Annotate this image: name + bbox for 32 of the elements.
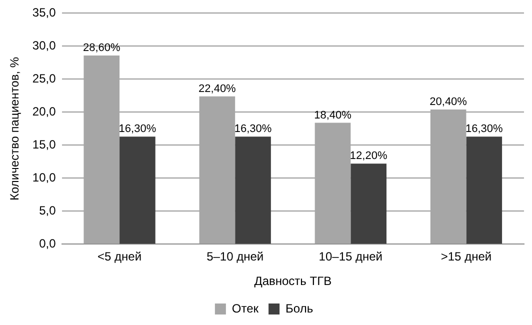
data-label: 16,30% bbox=[234, 123, 272, 136]
bar bbox=[314, 122, 351, 244]
data-label: 22,40% bbox=[198, 82, 236, 95]
y-tick-label: 5,0 bbox=[39, 204, 56, 218]
bar bbox=[430, 110, 466, 244]
legend-label: Боль bbox=[286, 301, 314, 316]
bar bbox=[84, 55, 120, 244]
data-label: 16,30% bbox=[118, 123, 156, 136]
data-label: 20,40% bbox=[430, 96, 468, 108]
x-axis-title: Давность ТГВ bbox=[254, 274, 332, 288]
x-tick-label: 5–10 дней bbox=[206, 250, 264, 264]
bar bbox=[350, 164, 386, 244]
x-tick-label: >15 дней bbox=[440, 250, 492, 264]
y-tick-label: 10,0 bbox=[32, 170, 56, 185]
data-label: 12,20% bbox=[350, 150, 388, 162]
x-tick-label: <5 дней bbox=[98, 250, 142, 264]
y-axis-title: Количество пациентов, % bbox=[8, 56, 22, 200]
legend-label: Отек bbox=[232, 301, 260, 316]
y-tick-label: 15,0 bbox=[32, 138, 56, 152]
bar bbox=[199, 96, 236, 244]
y-tick-label: 25,0 bbox=[32, 72, 56, 86]
y-tick-label: 20,0 bbox=[32, 104, 56, 119]
bar bbox=[235, 136, 271, 244]
y-tick-label: 30,0 bbox=[32, 38, 56, 53]
data-label: 28,60% bbox=[82, 42, 120, 54]
bar bbox=[120, 136, 156, 244]
data-label: 16,30% bbox=[465, 123, 503, 136]
y-tick-label: 35,0 bbox=[32, 6, 56, 20]
data-label: 18,40% bbox=[314, 109, 352, 122]
y-tick-label: 0,0 bbox=[39, 236, 56, 251]
bar bbox=[466, 136, 502, 244]
x-tick-label: 10–15 дней bbox=[318, 250, 383, 264]
